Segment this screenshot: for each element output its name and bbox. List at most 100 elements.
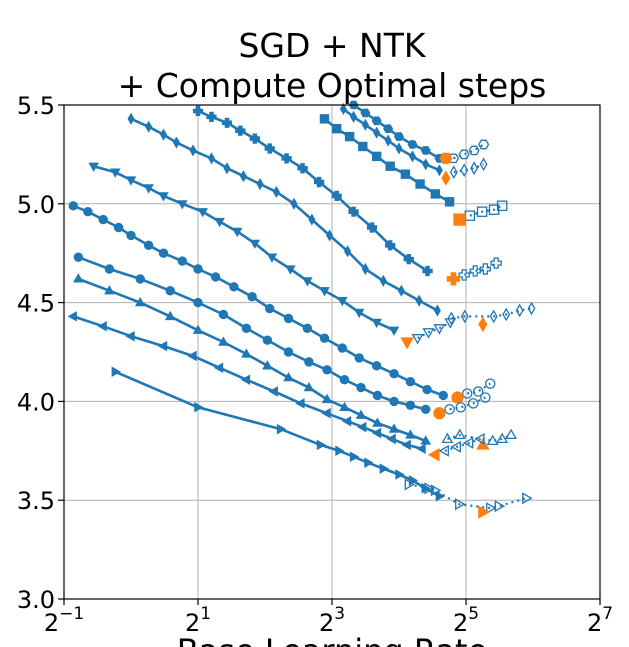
data-point bbox=[415, 294, 423, 307]
y-tick-label: 5.5 bbox=[17, 92, 55, 120]
data-point bbox=[240, 374, 251, 385]
data-point bbox=[302, 323, 313, 333]
data-point bbox=[229, 282, 239, 292]
data-point bbox=[125, 176, 137, 186]
data-point bbox=[125, 330, 135, 342]
data-point bbox=[447, 311, 456, 326]
data-point bbox=[490, 257, 502, 269]
data-point bbox=[422, 158, 430, 171]
data-point bbox=[192, 324, 204, 334]
optimum-point bbox=[439, 152, 453, 164]
data-point bbox=[104, 264, 115, 274]
data-point bbox=[283, 347, 294, 357]
data-point bbox=[458, 269, 470, 281]
data-point bbox=[430, 484, 442, 497]
data-point bbox=[433, 324, 446, 335]
optimum-point bbox=[476, 437, 490, 450]
data-point bbox=[249, 133, 260, 144]
data-point bbox=[264, 143, 275, 154]
data-point bbox=[468, 398, 479, 409]
x-tick-label: 25 bbox=[453, 604, 479, 637]
data-point bbox=[344, 245, 352, 258]
data-point bbox=[405, 400, 416, 411]
series-line bbox=[77, 255, 427, 411]
optimum-point bbox=[400, 337, 414, 350]
x-tick-label: 21 bbox=[185, 604, 211, 637]
series-3 bbox=[192, 105, 502, 286]
data-point bbox=[304, 357, 314, 367]
data-point bbox=[321, 393, 333, 404]
data-point bbox=[353, 308, 365, 319]
x-axis: 2−1 21 23 25 27 bbox=[44, 599, 613, 637]
data-point bbox=[462, 436, 474, 449]
data-point bbox=[339, 374, 350, 385]
divergent-line bbox=[408, 483, 527, 510]
series-2 bbox=[319, 114, 508, 226]
x-tick-exponent: 1 bbox=[200, 604, 211, 624]
data-point bbox=[371, 116, 382, 126]
data-point bbox=[385, 240, 396, 251]
y-tick-label: 3.5 bbox=[17, 487, 55, 515]
grid bbox=[63, 104, 601, 600]
data-point bbox=[357, 421, 367, 433]
data-point bbox=[394, 132, 404, 141]
data-point bbox=[73, 252, 84, 262]
data-point bbox=[177, 256, 187, 266]
data-point bbox=[366, 222, 378, 233]
data-point bbox=[416, 443, 426, 455]
data-point bbox=[444, 197, 455, 207]
data-point bbox=[165, 286, 175, 296]
x-tick-exponent: 5 bbox=[468, 604, 479, 624]
data-point bbox=[197, 208, 208, 218]
data-point bbox=[348, 206, 359, 217]
data-point bbox=[455, 402, 466, 413]
data-point bbox=[373, 126, 381, 139]
data-point bbox=[339, 401, 350, 411]
data-point bbox=[444, 404, 455, 415]
optimum-point bbox=[453, 213, 466, 226]
divergent-line bbox=[417, 321, 451, 340]
data-point bbox=[350, 110, 358, 123]
data-point bbox=[433, 304, 441, 317]
data-point bbox=[241, 348, 252, 358]
divergent-line bbox=[451, 307, 532, 320]
data-point bbox=[421, 404, 431, 415]
data-point bbox=[409, 150, 416, 163]
data-point bbox=[189, 144, 197, 157]
optimum-point bbox=[478, 505, 491, 519]
data-point bbox=[143, 240, 154, 250]
data-point bbox=[361, 118, 369, 131]
x-tick-base: 2 bbox=[185, 609, 200, 637]
data-point bbox=[458, 149, 470, 160]
data-point bbox=[158, 248, 169, 258]
data-point bbox=[295, 398, 305, 409]
data-point bbox=[411, 334, 424, 345]
data-point bbox=[486, 502, 497, 515]
data-point bbox=[67, 311, 77, 322]
data-point bbox=[356, 382, 366, 393]
plot-area bbox=[67, 100, 536, 519]
data-point bbox=[172, 136, 180, 149]
series-5 bbox=[88, 162, 457, 350]
data-point bbox=[388, 423, 400, 433]
data-point bbox=[405, 376, 416, 387]
data-point bbox=[321, 407, 331, 419]
data-point bbox=[420, 435, 432, 445]
data-point bbox=[194, 402, 204, 413]
x-tick-exponent: 3 bbox=[334, 604, 345, 624]
data-point bbox=[302, 277, 313, 287]
data-point bbox=[505, 428, 518, 440]
data-point bbox=[231, 227, 243, 238]
x-tick-exponent: 7 bbox=[602, 604, 613, 624]
data-point bbox=[424, 482, 435, 495]
data-point bbox=[206, 111, 217, 122]
chart-title-line-2: + Compute Optimal steps bbox=[118, 66, 547, 105]
x-tick-label: 27 bbox=[587, 604, 613, 637]
series-9 bbox=[67, 311, 485, 462]
data-point bbox=[214, 217, 225, 228]
data-point bbox=[527, 301, 536, 316]
series-8 bbox=[73, 273, 518, 450]
data-point bbox=[371, 151, 382, 162]
data-point bbox=[430, 189, 441, 199]
data-point bbox=[266, 253, 278, 263]
